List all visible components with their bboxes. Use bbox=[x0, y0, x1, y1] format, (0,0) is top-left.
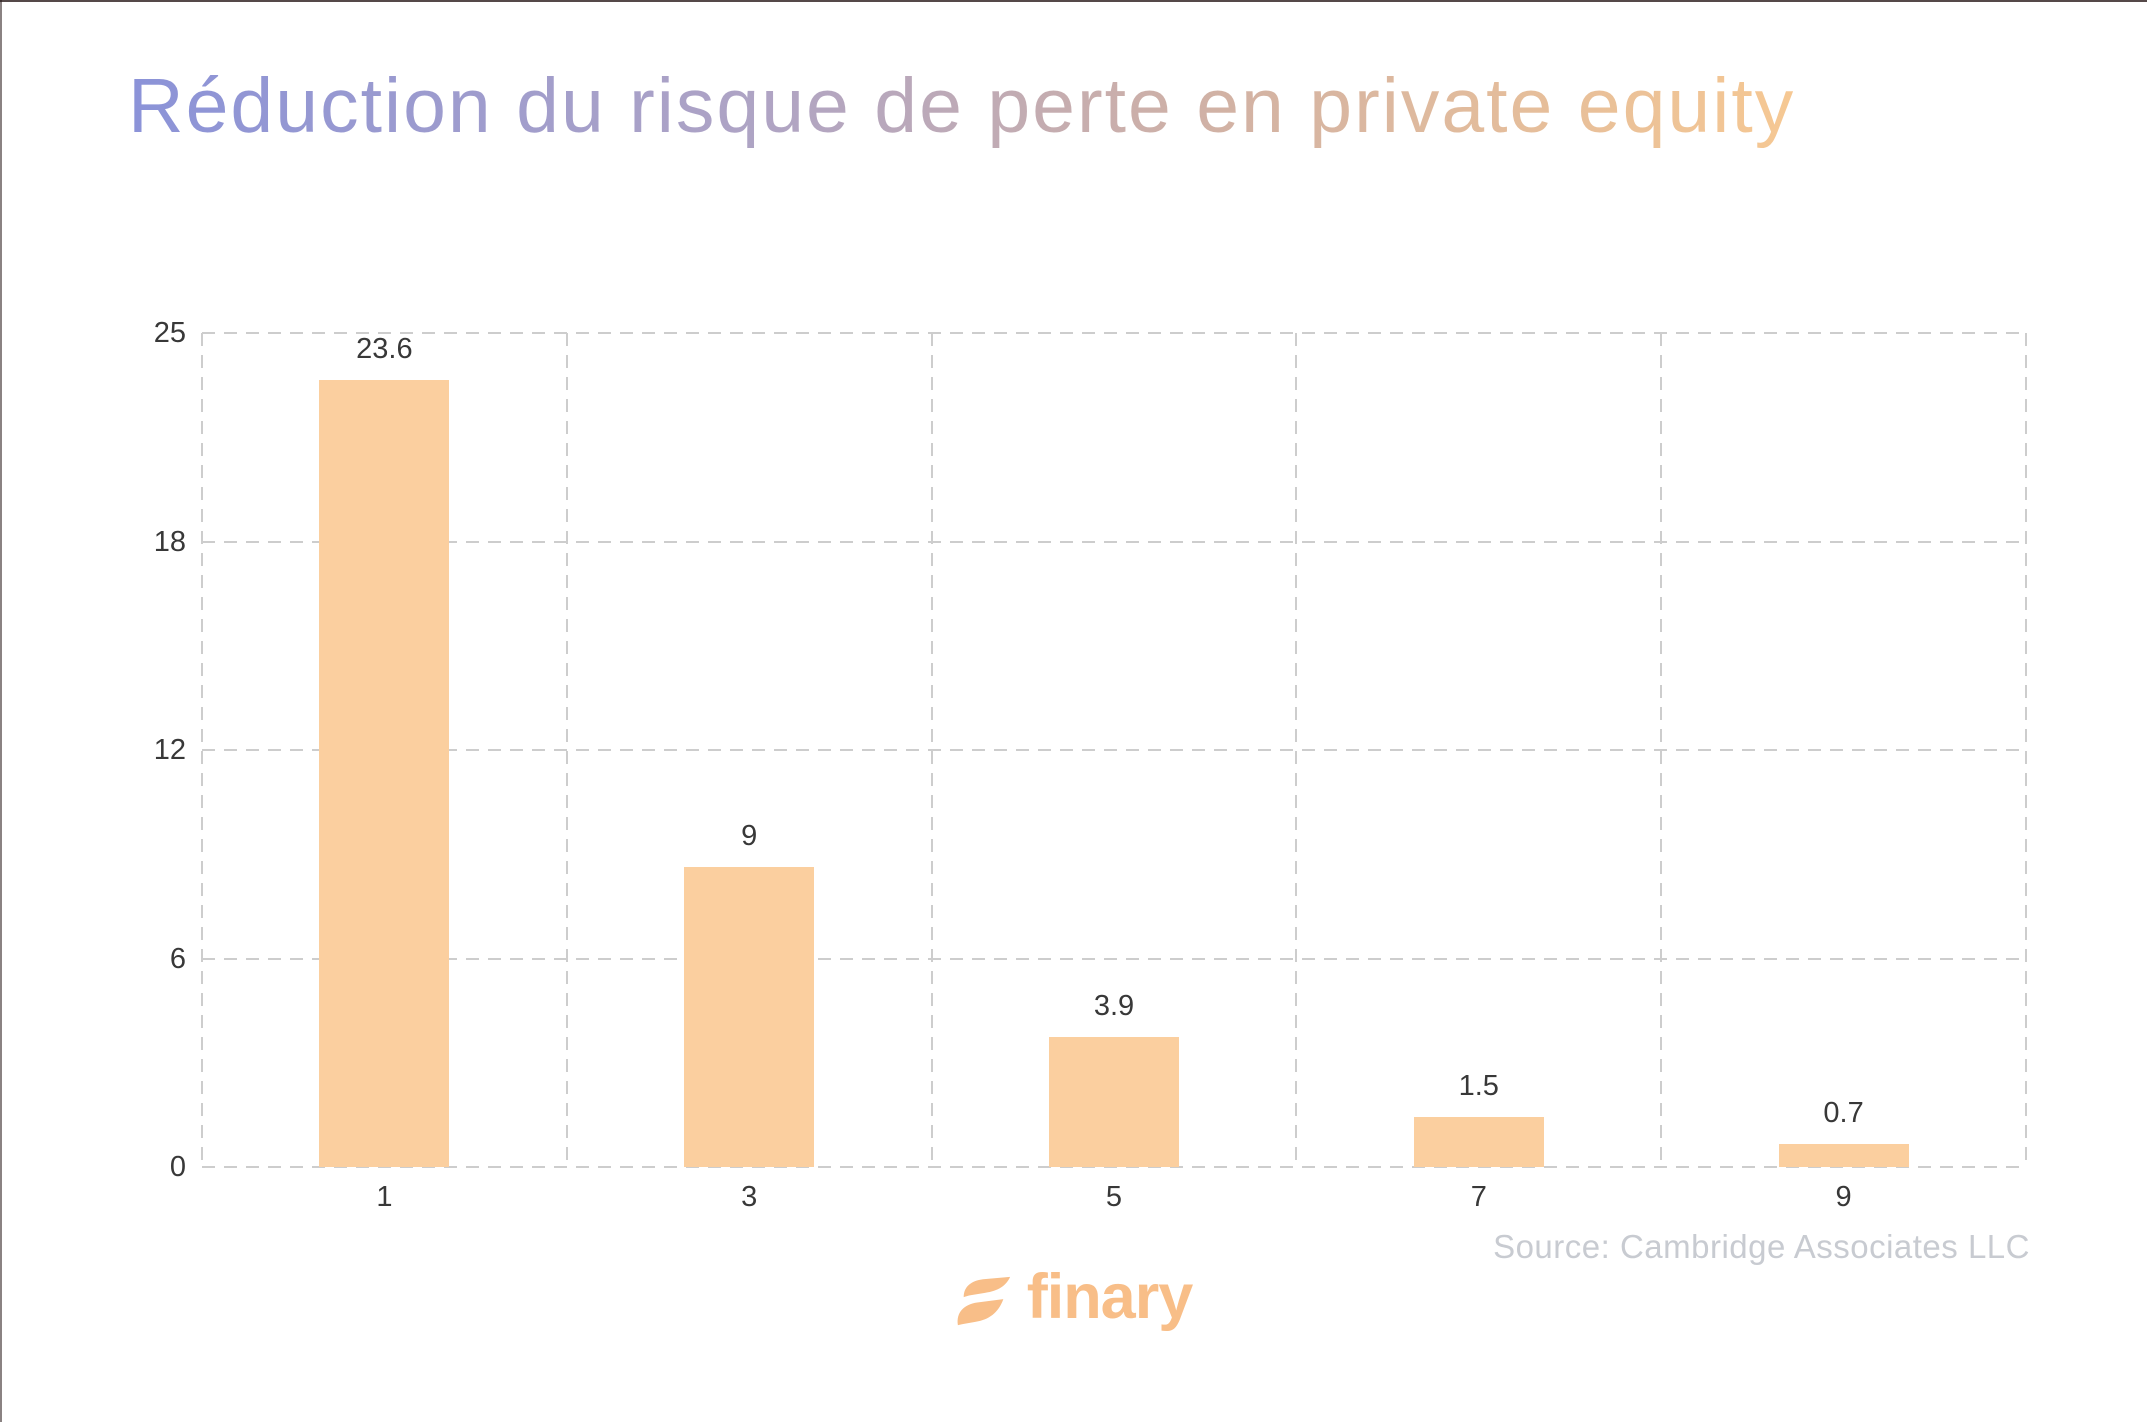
x-tick-label: 5 bbox=[1105, 1181, 1123, 1213]
y-tick-label: 18 bbox=[153, 525, 186, 558]
bar bbox=[684, 866, 815, 1167]
x-tick-label: 3 bbox=[741, 1181, 758, 1213]
x-tick-label: 1 bbox=[376, 1181, 393, 1213]
bar bbox=[1049, 1036, 1179, 1167]
bar bbox=[1778, 1143, 1909, 1167]
v-gridline bbox=[930, 333, 933, 1167]
x-tick-label: 7 bbox=[1470, 1181, 1487, 1213]
y-tick-label: 6 bbox=[169, 942, 186, 975]
x-tick-label: 9 bbox=[1835, 1181, 1852, 1213]
top-edge-line bbox=[0, 0, 2147, 2]
h-gridline bbox=[202, 540, 2026, 543]
y-tick-label: 0 bbox=[169, 1151, 186, 1183]
v-gridline bbox=[565, 333, 568, 1167]
y-tick-label: 12 bbox=[153, 734, 186, 766]
finary-logo-text: finary bbox=[1026, 1262, 1194, 1332]
finary-logo: finary bbox=[0, 1266, 2147, 1337]
bar bbox=[319, 379, 450, 1167]
bar-value-label: 23.6 bbox=[356, 332, 413, 365]
v-gridline bbox=[1295, 333, 1298, 1167]
plot-area: 23.6 9 3.9 1.5 0.7 bbox=[201, 332, 2027, 1168]
source-caption: Source: Cambridge Associates LLC bbox=[1493, 1228, 2030, 1265]
v-gridline bbox=[1660, 333, 1663, 1167]
h-gridline bbox=[202, 332, 2026, 334]
h-gridline bbox=[202, 957, 2026, 960]
left-edge-line bbox=[0, 0, 2, 1422]
finary-logo-icon bbox=[957, 1276, 1010, 1325]
h-gridline bbox=[202, 749, 2026, 751]
bar-value-label: 0.7 bbox=[1823, 1096, 1864, 1129]
bar-value-label: 9 bbox=[741, 819, 758, 852]
h-gridline bbox=[202, 1166, 2026, 1168]
bar bbox=[1413, 1116, 1544, 1167]
v-gridline bbox=[201, 333, 203, 1167]
bar-value-label: 3.9 bbox=[1093, 989, 1135, 1022]
page-title: Réduction du risque de perte en private … bbox=[128, 63, 1796, 149]
bar-value-label: 1.5 bbox=[1458, 1069, 1499, 1102]
v-gridline bbox=[2025, 333, 2027, 1167]
y-tick-label: 25 bbox=[153, 317, 186, 349]
